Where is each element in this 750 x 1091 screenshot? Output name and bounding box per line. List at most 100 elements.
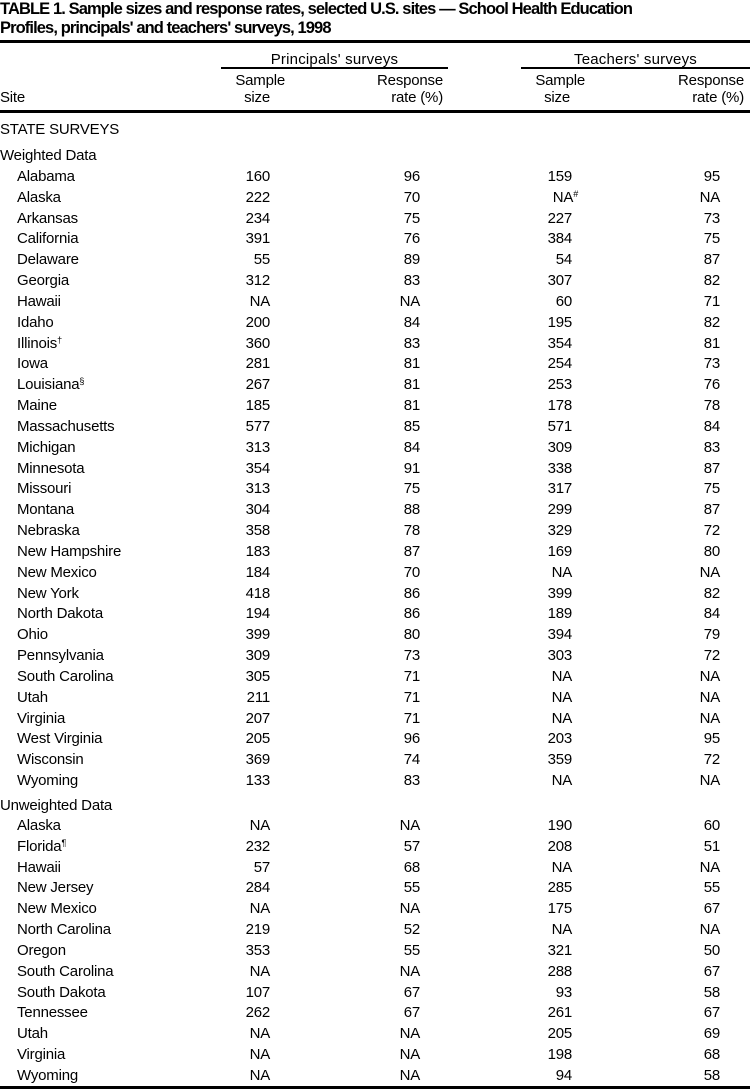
teachers-response-rate: 95 <box>703 168 721 185</box>
principals-sample-size: 211 <box>246 688 271 706</box>
teachers-sample-size: 60 <box>556 293 573 311</box>
site-name: Alaska <box>17 189 61 207</box>
site-name-text: North Carolina <box>17 921 111 939</box>
teachers-sample-size-text: 169 <box>547 542 573 560</box>
principals-response-header-1: Response <box>377 72 443 89</box>
teachers-response-rate: 73 <box>703 355 721 373</box>
site-name-text: Oregon <box>17 941 66 959</box>
principals-sample-header-1: Sample <box>235 72 285 89</box>
teachers-sample-size: 205 <box>548 1025 573 1043</box>
teachers-response-rate: 55 <box>703 879 721 897</box>
bottom-rule <box>0 1086 750 1089</box>
site-name-text: Massachusetts <box>17 417 115 435</box>
site-name: Idaho <box>17 314 54 332</box>
site-name-text: Iowa <box>17 355 48 373</box>
principals-response-rate: 85 <box>403 417 421 435</box>
teachers-sample-size: NA <box>552 689 573 707</box>
teachers-sample-size-text: 338 <box>547 459 573 477</box>
table-row: Virginia 207 71 NA NA <box>0 710 750 731</box>
table-row: New York 418 86 399 82 <box>0 585 750 606</box>
teachers-response-rate: 78 <box>703 397 721 415</box>
teachers-response-rate: NA <box>699 858 721 876</box>
principals-response-rate: 84 <box>403 438 421 456</box>
site-name-text: Wyoming <box>17 1066 78 1084</box>
principals-sample-size: 262 <box>245 1004 271 1022</box>
principals-response-rate: 96 <box>403 168 421 185</box>
teachers-response-rate: 95 <box>703 730 721 748</box>
site-name: Georgia <box>17 272 69 290</box>
principals-sample-header-2: size <box>244 89 270 106</box>
teachers-sample-size-text: 203 <box>547 730 573 748</box>
teachers-response-rate: 72 <box>703 751 721 769</box>
teachers-sample-size: 307 <box>547 272 573 290</box>
teachers-sample-size-text: 254 <box>547 355 573 373</box>
site-name: Wyoming <box>17 1067 78 1085</box>
teachers-sample-size-text: 189 <box>547 605 573 623</box>
teachers-sample-size: 261 <box>548 1004 573 1022</box>
table-row: West Virginia 205 96 203 95 <box>0 730 750 751</box>
teachers-sample-size-text: 307 <box>547 272 573 290</box>
principals-sample-size: 55 <box>253 251 271 269</box>
table-row: New Hampshire 183 87 169 80 <box>0 543 750 564</box>
site-name-text: South Carolina <box>17 667 114 685</box>
site-name: Utah <box>17 689 48 707</box>
table-row: Delaware 55 89 54 87 <box>0 251 750 272</box>
teachers-sample-size: 399 <box>548 585 573 603</box>
site-name: Pennsylvania <box>17 647 104 665</box>
principals-sample-size: 207 <box>245 709 271 727</box>
teachers-sample-size-text: 321 <box>547 941 573 959</box>
table-row: Louisiana§ 267 81 253 76 <box>0 376 750 397</box>
principals-sample-size: 284 <box>245 879 271 897</box>
principals-response-rate: NA <box>399 1025 421 1043</box>
table-row: Alaska 222 70 NA# NA <box>0 189 750 210</box>
site-name-text: New Mexico <box>17 563 97 581</box>
site-name-text: Virginia <box>17 709 66 727</box>
site-name-text: Georgia <box>17 272 69 290</box>
site-name: Wisconsin <box>17 751 84 769</box>
teachers-response-rate: 75 <box>703 230 721 248</box>
principals-response-rate: 70 <box>403 563 421 581</box>
table-row: Montana 304 88 299 87 <box>0 501 750 522</box>
table-row: Tennessee 262 67 261 67 <box>0 1004 750 1025</box>
top-rule <box>0 40 750 43</box>
principals-sample-size: 219 <box>245 921 271 939</box>
site-name-text: West Virginia <box>17 730 103 748</box>
teachers-group-header: Teachers' surveys <box>574 51 697 68</box>
teachers-sample-size: 208 <box>548 838 573 856</box>
teachers-sample-header-2: size <box>544 89 570 106</box>
teachers-sample-size: 309 <box>548 439 573 457</box>
table-row: Arkansas 234 75 227 73 <box>0 210 750 231</box>
principals-sample-size: 57 <box>253 858 271 876</box>
site-name-text: Minnesota <box>17 459 85 477</box>
site-name-text: Hawaii <box>17 858 61 876</box>
site-name: North Carolina <box>17 921 111 939</box>
table-title-line-1: TABLE 1. Sample sizes and response rates… <box>0 0 633 18</box>
teachers-response-rate: 72 <box>703 522 721 540</box>
principals-sample-size: 304 <box>245 501 271 519</box>
principals-response-rate: 81 <box>403 355 421 373</box>
principals-sample-size: 267 <box>245 376 271 394</box>
teachers-sample-size: 190 <box>548 817 573 835</box>
principals-response-rate: 55 <box>403 879 421 897</box>
teachers-sample-size: 198 <box>548 1046 573 1064</box>
teachers-response-header-1: Response <box>678 72 744 89</box>
table-row: Virginia NA NA 198 68 <box>0 1046 750 1067</box>
site-name: Massachusetts <box>17 417 115 436</box>
teachers-sample-size-text: 299 <box>547 501 573 519</box>
site-name-text: North Dakota <box>17 605 103 623</box>
principals-sample-size: NA <box>249 292 271 310</box>
site-name-text: Alaska <box>17 188 61 206</box>
principals-response-rate: 83 <box>403 272 421 290</box>
site-name: Ohio <box>17 626 48 644</box>
site-name-text: California <box>17 230 79 248</box>
teachers-sample-size: 175 <box>548 900 573 918</box>
teachers-response-rate: 72 <box>703 647 721 665</box>
principals-response-rate: 91 <box>403 459 421 477</box>
principals-response-rate: 89 <box>403 251 421 269</box>
table-row: North Carolina 219 52 NA NA <box>0 921 750 942</box>
principals-response-rate: 74 <box>403 751 421 769</box>
teachers-sample-size-text: 359 <box>547 751 573 769</box>
principals-response-rate: 96 <box>403 730 421 748</box>
table-title: TABLE 1. Sample sizes and response rates… <box>0 0 750 38</box>
site-name-text: Illinois <box>17 334 58 352</box>
